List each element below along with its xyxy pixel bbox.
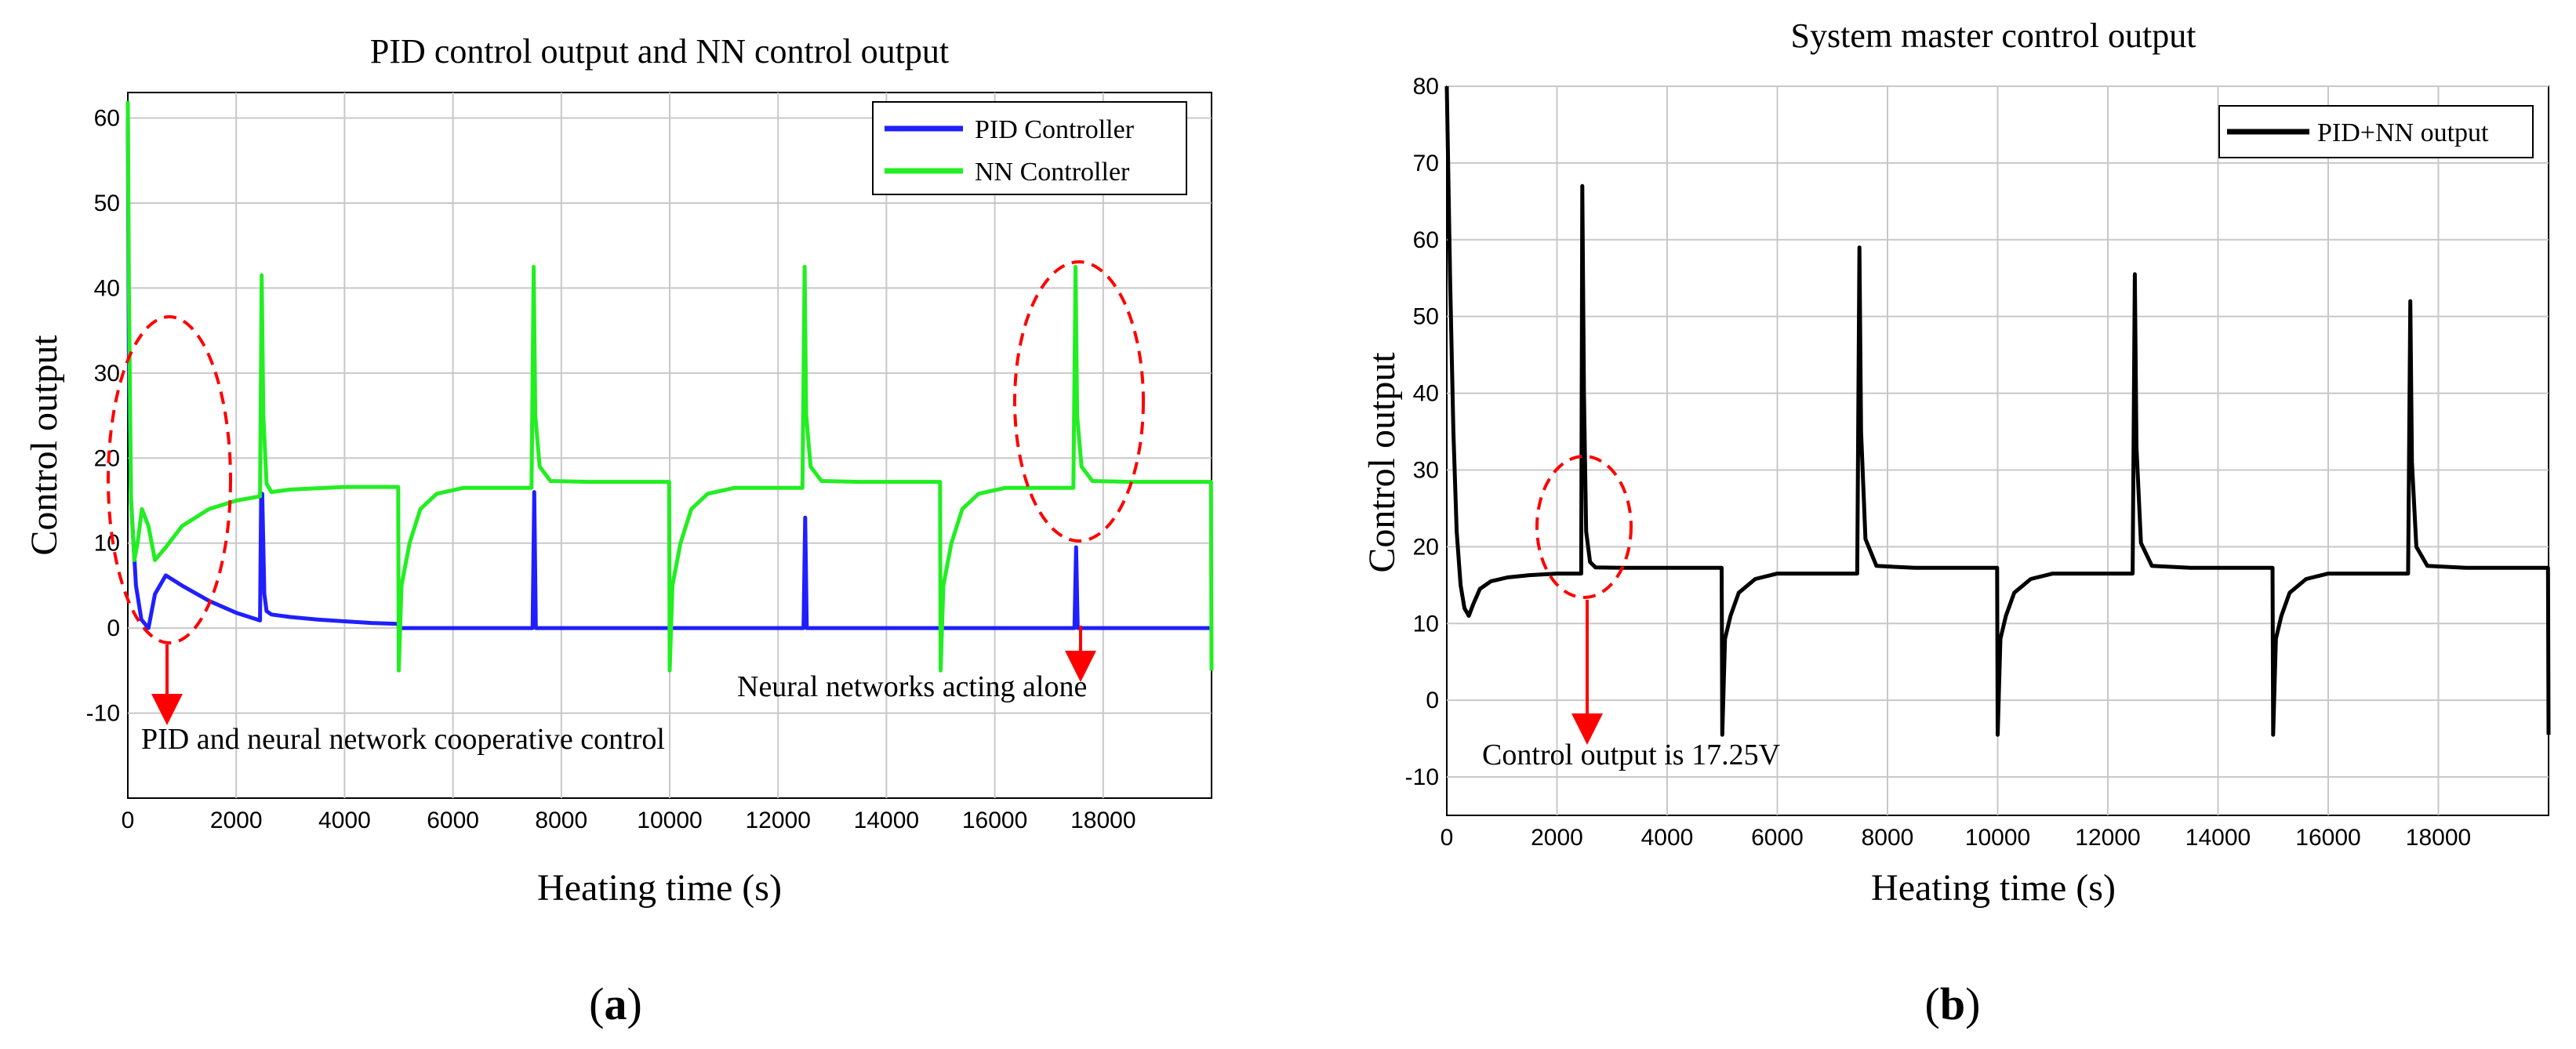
chart-b-y-tick-label: 60: [1413, 227, 1439, 253]
chart-a-x-tick-label: 8000: [535, 808, 587, 833]
chart-b-x-tick-label: 18000: [2406, 825, 2471, 851]
chart-a-legend-label-pid: PID Controller: [975, 115, 1135, 144]
chart-a-series-line-pid-controller: [125, 118, 1212, 630]
chart-b-series-line-pid-nn-output: [1444, 85, 2551, 737]
chart-a-legend-label-nn: NN Controller: [975, 158, 1130, 187]
chart-a-x-tick-label: 0: [122, 808, 135, 833]
chart-b-x-tick-label: 12000: [2075, 825, 2140, 851]
chart-a-x-tick-label: 18000: [1070, 808, 1135, 833]
chart-a-y-tick-label: 60: [94, 106, 120, 132]
chart-a-x-tick-label: 16000: [962, 808, 1027, 833]
chart-b-x-axis-label: Heating time (s): [1871, 867, 2116, 909]
chart-b-panel-letter: b: [1940, 978, 1965, 1029]
chart-b-legend: PID+NN output: [2218, 105, 2534, 158]
chart-a-y-tick-label: 40: [94, 275, 120, 301]
chart-a-y-tick-label: 30: [94, 361, 120, 387]
chart-a-legend-box: [872, 101, 1187, 195]
chart-a-y-tick-label: -10: [86, 701, 120, 727]
chart-a-x-tick-label: 2000: [210, 808, 263, 833]
chart-b-title: System master control output: [1791, 16, 2196, 55]
chart-b-y-tick-label: 80: [1413, 74, 1439, 100]
chart-a-highlight-ellipse-2: [1013, 260, 1145, 543]
chart-b-y-tick-label: 0: [1426, 688, 1439, 713]
chart-b-x-tick-label: 4000: [1641, 825, 1694, 851]
chart-b-panel-label: (b): [1925, 978, 1981, 1029]
chart-a-annotation-1: PID and neural network cooperative contr…: [141, 723, 665, 756]
chart-a-x-tick-label: 12000: [745, 808, 810, 833]
chart-a-panel-label: (a): [589, 978, 642, 1029]
chart-b-y-tick-label: 70: [1413, 151, 1439, 176]
chart-a-x-tick-label: 4000: [318, 808, 371, 833]
chart-a-x-axis-label: Heating time (s): [537, 867, 782, 909]
chart-b-x-tick-label: 2000: [1531, 825, 1583, 851]
chart-a-panel-letter: a: [605, 978, 627, 1029]
chart-b: System master control output 0 2000 4000 60…: [1361, 16, 2551, 1029]
chart-a-y-tick-label: 20: [94, 445, 120, 471]
chart-b-x-tick-label: 16000: [2295, 825, 2360, 851]
chart-b-highlight-ellipse: [1535, 455, 1633, 599]
chart-a-x-tick-label: 14000: [854, 808, 919, 833]
chart-a: PID control output and NN control output…: [24, 32, 1214, 1029]
chart-b-y-tick-label: 10: [1413, 611, 1439, 637]
chart-a-y-axis-label: Control output: [24, 335, 65, 556]
chart-a-series: [125, 100, 1214, 673]
chart-b-y-tick-label: 20: [1413, 534, 1439, 560]
chart-b-y-ticks: -10 0 10 20 30 40 50 60 70 80: [1405, 74, 1439, 790]
chart-b-legend-label: PID+NN output: [2317, 118, 2489, 147]
chart-a-highlight-ellipse-1: [107, 315, 232, 644]
chart-b-annotation: Control output is 17.25V: [1482, 739, 1781, 771]
chart-b-y-tick-label: -10: [1405, 764, 1439, 790]
chart-a-legend: PID Controller NN Controller: [872, 101, 1187, 195]
chart-b-y-tick-label: 50: [1413, 304, 1439, 330]
chart-a-title: PID control output and NN control output: [370, 32, 949, 71]
chart-b-series: [1444, 85, 2551, 737]
chart-a-grid: [128, 93, 1212, 798]
chart-a-series-line-nn-controller: [125, 100, 1214, 673]
chart-a-y-tick-label: 50: [94, 191, 120, 216]
chart-b-x-tick-label: 14000: [2185, 825, 2251, 851]
chart-b-x-tick-label: 6000: [1751, 825, 1804, 851]
chart-b-x-ticks: 0 2000 4000 6000 8000 10000 12000 14000 16000 180…: [1441, 825, 2472, 851]
chart-b-x-tick-label: 10000: [1965, 825, 2030, 851]
chart-a-x-tick-label: 10000: [637, 808, 702, 833]
chart-a-x-ticks: 0 2000 4000 6000 8000 10000 12000 14000 16000 180…: [122, 808, 1136, 833]
chart-b-y-tick-label: 40: [1413, 381, 1439, 407]
chart-a-y-tick-label: 0: [107, 615, 120, 641]
chart-b-x-tick-label: 0: [1441, 825, 1454, 851]
chart-b-x-tick-label: 8000: [1862, 825, 1914, 851]
chart-a-x-tick-label: 6000: [427, 808, 479, 833]
chart-b-y-tick-label: 30: [1413, 457, 1439, 483]
chart-b-y-axis-label: Control output: [1361, 352, 1403, 573]
chart-a-annotation-2: Neural networks acting alone: [737, 670, 1087, 703]
chart-b-grid: [1447, 85, 2549, 815]
